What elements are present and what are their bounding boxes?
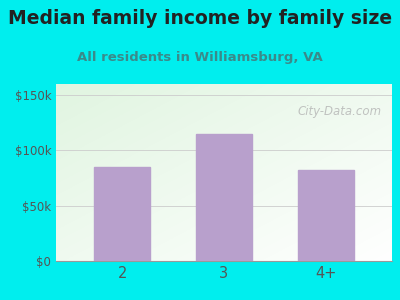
- Text: Median family income by family size: Median family income by family size: [8, 9, 392, 28]
- Text: All residents in Williamsburg, VA: All residents in Williamsburg, VA: [77, 51, 323, 64]
- Bar: [196, 134, 252, 261]
- Bar: [94, 167, 150, 261]
- Text: City-Data.com: City-Data.com: [298, 105, 382, 118]
- Bar: [298, 170, 354, 261]
